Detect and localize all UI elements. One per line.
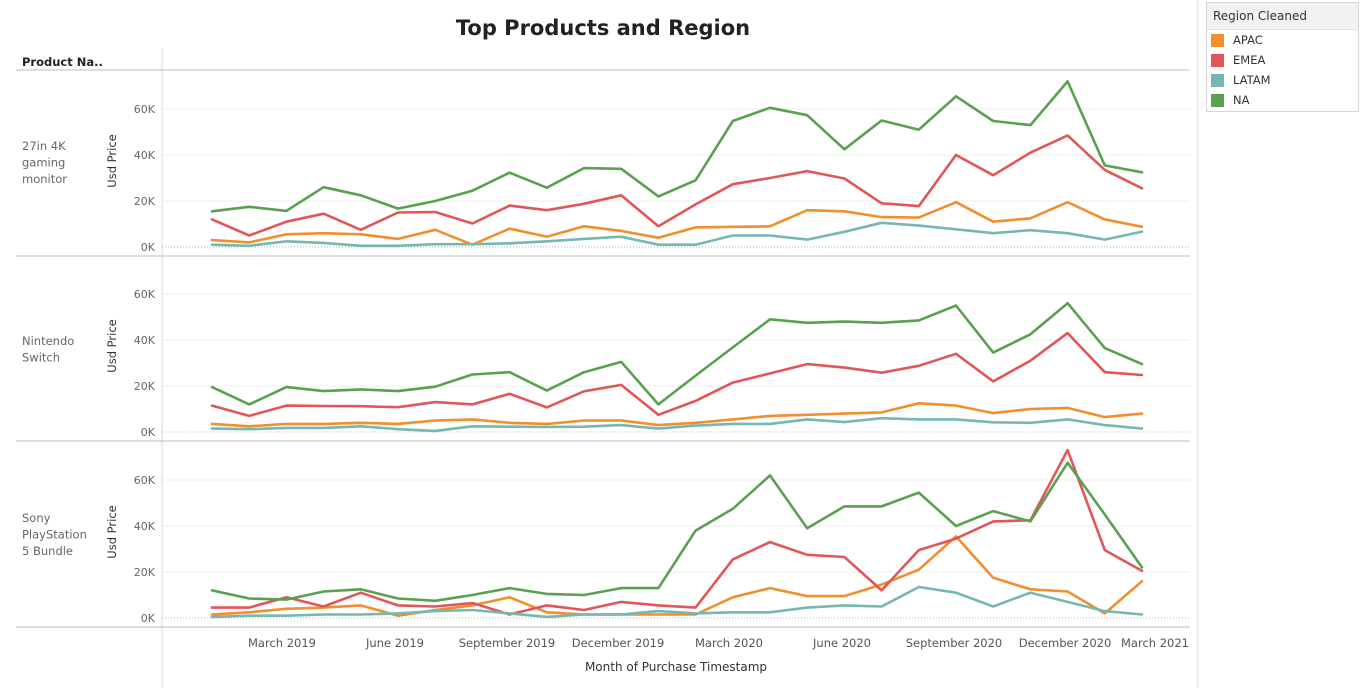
line-chart: Top Products and Region Product Na.. 27i… [16,0,1199,688]
series-line-apac [210,401,1144,428]
y-tick-label: 60K [134,474,156,487]
legend-item-emea[interactable]: EMEA [1207,50,1358,70]
legend[interactable]: Region Cleaned APAC EMEA LATAM NA [1206,2,1359,112]
legend-swatch-latam [1211,73,1224,87]
y-tick-label: 0K [141,241,156,254]
product-label-line: Switch [22,351,60,365]
y-tick-label: 0K [141,612,156,625]
y-tick-label: 20K [134,195,156,208]
series-line-latam [210,221,1144,248]
y-tick-label: 60K [134,103,156,116]
legend-swatch-emea [1211,53,1224,67]
x-axis-title: Month of Purchase Timestamp [585,660,767,674]
series-line-apac [210,535,1144,618]
product-label-line: 5 Bundle [22,544,73,558]
y-tick-label: 20K [134,380,156,393]
panels: 27in 4K gaming monitor Usd Price 0K 20K 40K 60K… [22,80,1190,625]
legend-swatch-na [1211,93,1224,107]
series-line-latam [210,585,1144,619]
legend-label-apac: APAC [1233,33,1263,47]
row-header: Product Na.. [22,55,103,69]
x-tick-label: June 2020 [812,636,871,650]
legend-item-na[interactable]: NA [1207,90,1358,110]
product-label-line: Sony [22,511,51,525]
x-tick-label: June 2019 [365,636,424,650]
product-label-line: monitor [22,172,67,186]
product-label-line: gaming [22,156,65,170]
y-axis-title: Usd Price [105,134,119,187]
product-label: Nintendo Switch [22,334,74,365]
product-label: Sony PlayStation 5 Bundle [22,511,87,558]
product-label-line: PlayStation [22,528,87,542]
y-axis-title: Usd Price [105,319,119,372]
legend-label-emea: EMEA [1233,53,1266,67]
series-line-emea [210,448,1144,616]
series-line-latam [210,416,1144,433]
legend-label-na: NA [1233,93,1250,107]
legend-swatch-apac [1211,33,1224,47]
series-line-apac [210,200,1144,246]
series-line-na [210,80,1144,213]
product-label: 27in 4K gaming monitor [22,139,67,186]
x-tick-label: December 2020 [1019,636,1112,650]
chart-frame [16,0,1199,688]
panel-1: 27in 4K gaming monitor Usd Price 0K 20K 40K 60K [22,80,1190,254]
legend-item-apac[interactable]: APAC [1207,30,1358,50]
series-line-na [210,461,1144,603]
panel-2: Nintendo Switch Usd Price 0K 20K 40K 60K [22,288,1190,439]
series-line-na [210,301,1144,406]
series-line-emea [210,134,1144,237]
y-tick-label: 40K [134,149,156,162]
y-tick-label: 60K [134,288,156,301]
x-tick-label: March 2020 [695,636,763,650]
y-tick-label: 0K [141,426,156,439]
legend-item-latam[interactable]: LATAM [1207,70,1358,90]
x-tick-label: March 2021 [1121,636,1189,650]
chart-title: Top Products and Region [456,16,750,40]
x-tick-label: December 2019 [572,636,665,650]
series-line-emea [210,331,1144,418]
x-axis: March 2019 June 2019 September 2019 Decembe… [248,636,1189,650]
legend-label-latam: LATAM [1233,73,1271,87]
product-label-line: Nintendo [22,334,74,348]
y-tick-label: 40K [134,334,156,347]
y-tick-label: 20K [134,566,156,579]
panel-3: Sony PlayStation 5 Bundle Usd Price 0K 20K 40K… [22,448,1190,625]
product-label-line: 27in 4K [22,139,66,153]
y-axis-title: Usd Price [105,505,119,558]
x-tick-label: September 2020 [906,636,1003,650]
y-tick-label: 40K [134,520,156,533]
x-tick-label: March 2019 [248,636,316,650]
x-tick-label: September 2019 [459,636,556,650]
legend-title: Region Cleaned [1207,3,1358,30]
